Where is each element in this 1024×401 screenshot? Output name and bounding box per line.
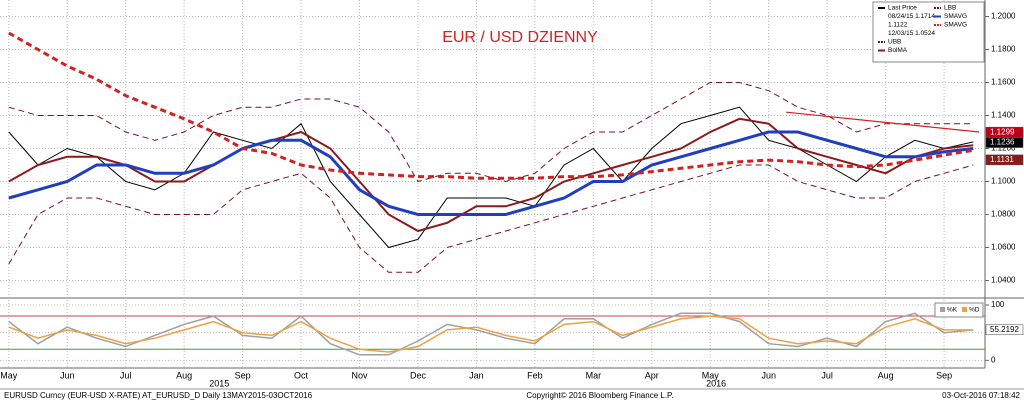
price-tag — [985, 137, 1024, 148]
y-tick-label: 1.0800 — [991, 210, 1016, 219]
legend-label: BolMA — [888, 47, 908, 54]
x-tick-label: May — [702, 370, 720, 380]
legend-note: 1.1122 — [888, 22, 908, 29]
x-tick-label: Mar — [586, 370, 602, 380]
x-tick-label: Jun — [761, 370, 776, 380]
series-line — [8, 315, 974, 353]
legend-label: SMAVG — [944, 13, 967, 20]
x-tick-label: Nov — [352, 370, 369, 380]
x-tick-label: Dec — [410, 370, 427, 380]
legend-label: %K — [947, 307, 958, 314]
y-tick-label: 0 — [991, 355, 996, 364]
legend-label: SMAVG — [944, 22, 967, 29]
legend-note: 12/03/15 1.0524 — [888, 30, 935, 37]
x-tick-label: Aug — [878, 370, 894, 380]
price-tag — [985, 324, 1024, 336]
y-tick-label: 1.1800 — [991, 45, 1016, 54]
legend-swatch — [962, 307, 967, 312]
x-tick-label: Jul — [120, 370, 132, 380]
legend-label: %D — [969, 307, 980, 314]
series-line — [8, 117, 974, 233]
price-tag-label: 1.1131 — [990, 155, 1014, 164]
y-tick-label: 1.1600 — [991, 78, 1016, 87]
footer-right: 03-Oct-2016 07:18:42 — [942, 391, 1020, 400]
y-tick-label: 1.1400 — [991, 111, 1016, 120]
legend-label: Last Price — [888, 5, 917, 12]
legend-swatch — [940, 307, 945, 312]
series-line — [8, 130, 974, 216]
y-tick-label: 100 — [991, 300, 1005, 309]
x-tick-label: Sep — [936, 370, 952, 380]
x-tick-label: Jun — [60, 370, 75, 380]
y-tick-label: 1.2000 — [991, 12, 1016, 21]
trend-line — [786, 111, 980, 133]
x-tick-label: Oct — [294, 370, 309, 380]
legend-note: 08/24/15 1.1714 — [888, 13, 935, 20]
series-line — [8, 82, 974, 183]
legend-box — [934, 302, 984, 318]
price-tag — [985, 126, 1024, 138]
series-line — [8, 31, 974, 180]
year-label: 2016 — [706, 378, 726, 388]
y-tick-label: 1.1000 — [991, 177, 1016, 186]
x-tick-label: Sep — [235, 370, 251, 380]
legend-label: UBB — [888, 39, 901, 46]
x-tick-label: Feb — [527, 370, 543, 380]
x-tick-label: Apr — [645, 370, 659, 380]
price-tag-label: 55.2192 — [990, 325, 1019, 334]
y-tick-label: 1.1200 — [991, 144, 1016, 153]
x-tick-label: Aug — [176, 370, 192, 380]
footer-left: EURUSD Curncy (EUR-USD X-RATE) AT_EURUSD… — [4, 391, 313, 400]
price-tag-label: 1.1236 — [990, 138, 1015, 147]
chart-title: EUR / USD DZIENNY — [442, 29, 598, 46]
series-line — [8, 164, 974, 273]
y-tick-label: 1.0600 — [991, 243, 1016, 252]
x-tick-label: Jan — [469, 370, 484, 380]
legend-label: LBB — [944, 5, 956, 12]
price-tag-label: 1.1299 — [990, 127, 1015, 136]
legend-box — [872, 1, 985, 63]
x-tick-label: May — [0, 370, 18, 380]
x-tick-label: Jul — [821, 370, 833, 380]
year-label: 2015 — [209, 378, 229, 388]
price-tag — [985, 154, 1024, 166]
footer-center: Copyright© 2016 Bloomberg Finance L.P. — [526, 391, 673, 400]
y-tick-label: 1.0400 — [991, 276, 1016, 285]
